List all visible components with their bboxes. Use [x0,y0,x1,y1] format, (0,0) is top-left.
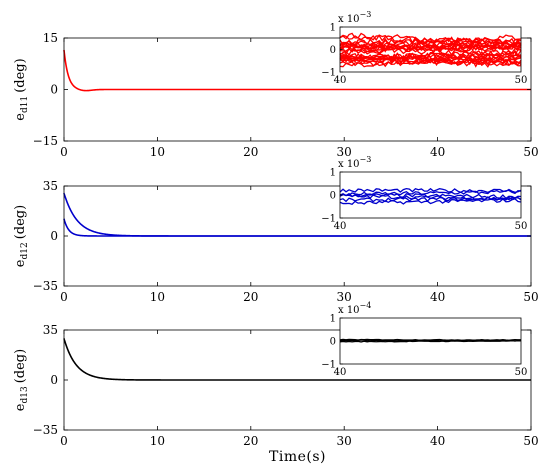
inset-exponent-base: x 10 [338,14,360,25]
y-axis-label-symbol: e [13,259,28,267]
inset-y-tick-label: −1 [321,360,336,371]
inset-trace-13 [339,42,522,55]
inset-x-tick-label: 50 [515,75,528,86]
y-axis-label: ed11 (deg) [13,58,30,120]
x-tick-label: 40 [430,145,445,159]
y-tick-label: 35 [43,179,58,193]
y-axis-label-unit: (deg) [13,58,28,92]
series-line-2 [63,218,531,237]
inset-exponent-label: x 10−3 [338,155,371,170]
inset-exponent-power: −4 [360,301,372,310]
x-axis-label: Time(s) [269,449,326,465]
inset-y-tick-label: 0 [330,45,336,56]
y-axis-label-subscript: d12 [20,242,30,259]
x-tick-label: 30 [337,290,352,304]
y-axis-label: ed12 (deg) [13,205,30,267]
inset-trace-21 [339,34,522,47]
y-tick-label: 35 [43,323,58,337]
x-tick-label: 20 [243,290,258,304]
x-tick-label: 0 [60,434,68,448]
inset-1: 1 0 −140 50 x 10−3 [321,10,527,86]
inset-y-tick-label: 0 [330,337,336,348]
y-tick-label: 0 [50,83,58,97]
x-tick-label: 50 [523,290,538,304]
inset-2: 1 0 −140 50 x 10−3 [321,155,527,232]
x-tick-label: 40 [430,434,445,448]
inset-x-tick-label: 40 [334,367,347,378]
x-tick-label: 20 [243,145,258,159]
y-tick-label: −35 [33,279,58,293]
inset-trace-16 [339,56,522,66]
x-tick-label: 50 [523,145,538,159]
inset-exponent-power: −3 [360,10,372,19]
x-tick-label: 30 [337,145,352,159]
x-tick-label: 10 [150,145,165,159]
inset-exponent-label: x 10−4 [338,301,371,316]
inset-exponent-base: x 10 [338,159,360,170]
inset-x-tick-label: 40 [334,221,347,232]
x-tick-label: 20 [243,434,258,448]
y-axis-label-unit: (deg) [13,349,28,383]
inset-trace-3 [339,339,522,342]
x-tick-label: 50 [523,434,538,448]
inset-trace-6 [339,198,522,205]
inset-y-tick-label: −1 [321,214,336,225]
inset-y-tick-label: 1 [330,314,336,325]
inset-y-tick-label: 1 [330,23,336,34]
inset-exponent-base: x 10 [338,305,360,316]
inset-y-tick-label: 0 [330,191,336,202]
inset-3: 1 0 −140 50 x 10−4 [321,301,527,378]
inset-trace-3 [339,192,522,200]
x-tick-label: 30 [337,434,352,448]
x-tick-label: 10 [150,290,165,304]
y-axis-label-symbol: e [13,113,28,121]
y-axis-label-symbol: e [13,403,28,411]
inset-x-tick-label: 50 [515,221,528,232]
inset-trace-22 [339,48,522,63]
inset-exponent-label: x 10−3 [338,10,371,25]
y-axis-label-subscript: d11 [20,96,30,113]
inset-x-tick-label: 40 [334,75,347,86]
inset-trace-24 [339,52,522,61]
y-tick-label: −15 [33,134,58,148]
inset-exponent-power: −3 [360,155,372,164]
inset-y-tick-label: −1 [321,68,336,79]
inset-trace-2 [339,189,522,197]
inset-y-tick-label: 1 [330,168,336,179]
x-tick-label: 10 [150,434,165,448]
y-tick-label: 0 [50,373,58,387]
y-axis-label-unit: (deg) [13,205,28,239]
y-axis-label-subscript: d13 [20,386,30,403]
y-tick-label: 15 [43,31,58,45]
inset-trace-20 [339,41,522,52]
y-tick-label: −35 [33,423,58,437]
x-tick-label: 0 [60,290,68,304]
y-axis-label: ed13 (deg) [13,349,30,411]
inset-trace-23 [339,34,522,47]
series-line-1 [63,338,531,381]
x-tick-label: 0 [60,145,68,159]
series-line-1 [63,49,531,92]
y-tick-label: 0 [50,229,58,243]
inset-x-tick-label: 50 [515,367,528,378]
inset-trace-17 [339,52,522,62]
x-tick-label: 40 [430,290,445,304]
